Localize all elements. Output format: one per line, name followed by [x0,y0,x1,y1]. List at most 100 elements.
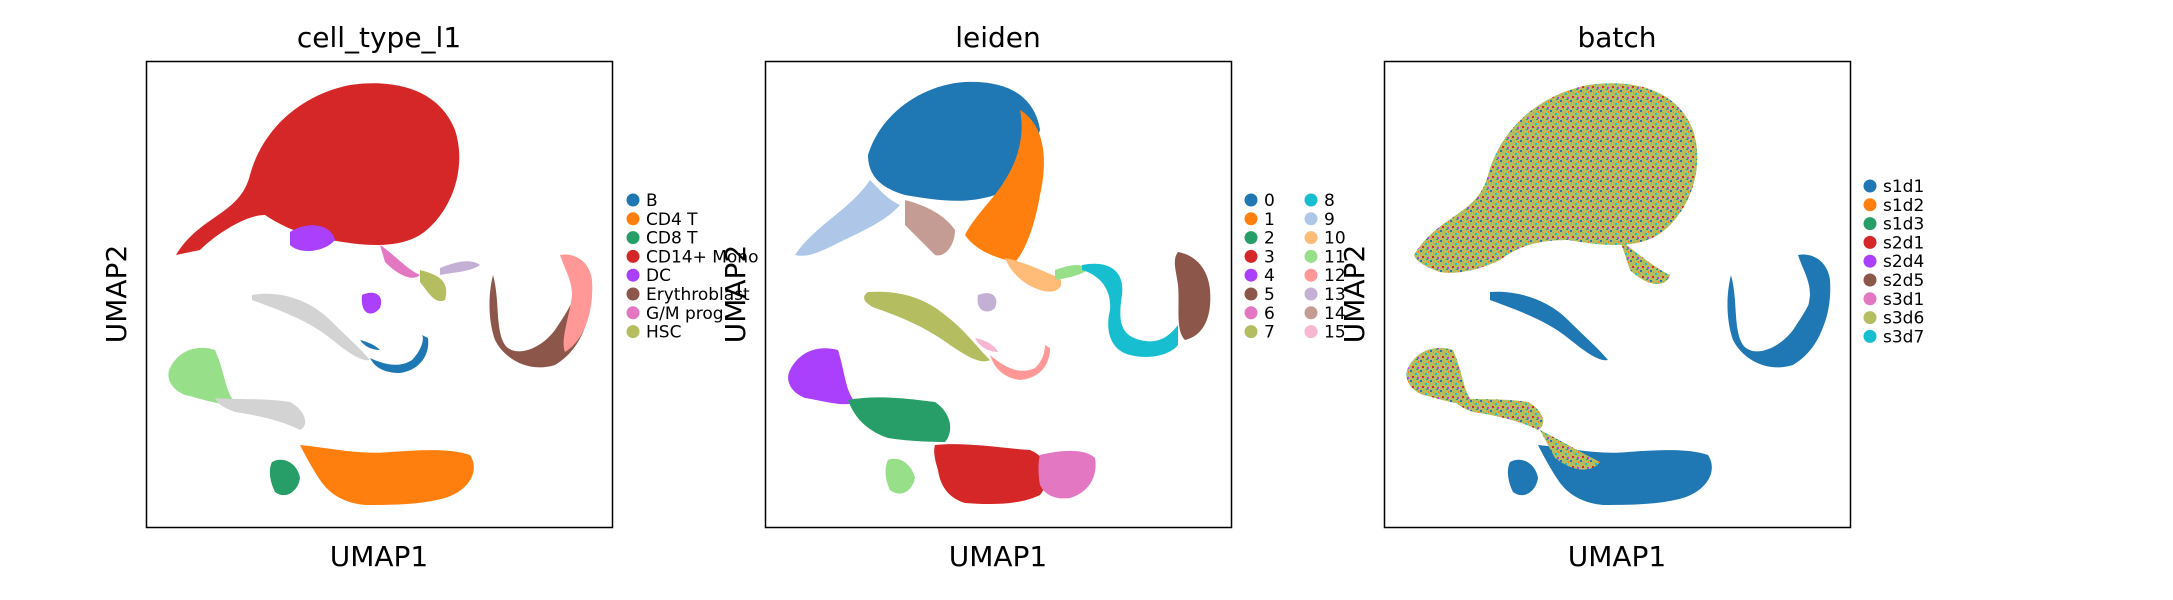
cluster-b-small [360,340,380,350]
legend-marker [626,212,640,226]
legend-marker [626,231,640,245]
legend-marker [1304,268,1318,282]
legend-entry: G/M prog [626,304,724,324]
legend-marker [1304,212,1318,226]
legend-entry: s2d1 [1863,233,1924,253]
legend-marker [1304,231,1318,245]
cluster-erythroblast-pink [560,254,593,352]
legend-entry: HSC [626,323,681,343]
x-axis-label: UMAP1 [1568,540,1667,573]
x-axis-label: UMAP1 [949,540,1048,573]
legend-marker [1863,254,1877,268]
legend-marker [1863,198,1877,212]
legend-label: 4 [1264,266,1275,286]
legend-label: s1d1 [1883,177,1924,197]
legend-entry: s1d3 [1863,215,1924,235]
legend-marker [626,268,640,282]
legend-label: DC [646,266,671,286]
legend-marker [1304,306,1318,320]
cluster-gm-prog [380,245,420,278]
cluster-6 [1038,450,1096,499]
legend-marker [1244,325,1258,339]
legend-label: Erythroblast [646,285,750,305]
panel-title: cell_type_l1 [297,21,461,54]
cluster-14 [905,200,955,256]
legend-entry: CD14+ Mono [626,247,758,267]
cluster-cd8-t [269,459,300,496]
legend-entry: s1d2 [1863,196,1924,216]
legend-marker [1244,287,1258,301]
legend-entry: s1d1 [1863,177,1924,197]
legend-entry: 3 [1244,247,1275,267]
cluster-11 [885,458,915,494]
legend-marker [1244,231,1258,245]
legend-marker [1863,217,1877,231]
cluster-cd14-mono [176,83,460,256]
legend-marker [1863,329,1877,343]
region-mixed-bridge [1620,240,1670,285]
legend-entry: 13 [1304,285,1346,305]
legend-label: 7 [1264,323,1275,343]
cluster-gray-top [440,261,480,275]
legend-marker [1304,193,1318,207]
legend-label: 15 [1324,323,1346,343]
legend-entry: 14 [1304,304,1346,324]
legend-entry: CD8 T [626,229,698,249]
region-mixed-lower [1453,398,1544,430]
legend-label: s2d5 [1883,271,1924,291]
legend-entry: s2d5 [1863,271,1924,291]
legend-label: G/M prog [646,304,724,324]
legend-label: s1d3 [1883,215,1924,235]
scatter-points-leiden [788,81,1211,505]
cluster-0 [868,81,1040,201]
legend-entry: 1 [1244,210,1275,230]
region-mixed-top [1414,83,1698,273]
panel-title: batch [1577,21,1656,54]
legend-label: 3 [1264,247,1275,267]
legend-label: s2d1 [1883,233,1924,253]
scatter-points-batch [1406,83,1831,505]
cluster-3 [934,444,1048,505]
cluster-dc-2 [361,292,382,314]
cluster-11-bridge [1055,265,1088,280]
legend-marker [626,325,640,339]
cluster-8 [1082,263,1178,357]
legend-marker [1304,287,1318,301]
legend-entry: 2 [1244,229,1275,249]
legend-label: CD14+ Mono [646,247,758,267]
legend-entry: s3d1 [1863,290,1924,310]
legend-label: 1 [1264,210,1275,230]
legend-entry: s3d7 [1863,327,1924,347]
plot-frame [1383,60,1852,529]
legend-marker [626,306,640,320]
legend-label: 2 [1264,229,1275,249]
scatter-points-cell-type [168,83,593,505]
legend-marker [1244,193,1258,207]
cluster-12 [990,345,1050,380]
panel-leiden: leiden UMAP1 UMAP2 012345678910111213141… [719,21,1346,573]
legend-label: 5 [1264,285,1275,305]
legend-label: 0 [1264,191,1275,211]
legend-label: CD4 T [646,210,698,230]
legend-marker [1304,325,1318,339]
legend-entry: DC [626,266,671,286]
y-axis-label: UMAP2 [1338,245,1371,344]
legend-label: 14 [1324,304,1346,324]
legend-marker [1244,306,1258,320]
legend-entry: 4 [1244,266,1275,286]
y-axis-label: UMAP2 [719,245,752,344]
legend-label: 6 [1264,304,1275,324]
region-mixed-lower-left [1406,347,1473,404]
region-s1d1-middle [1490,291,1608,361]
cluster-hsc-bridge [420,270,447,302]
legend-marker [1863,311,1877,325]
legend-marker [626,287,640,301]
legend-marker [1863,292,1877,306]
legend-label: s2d4 [1883,252,1924,272]
legend-marker [1863,235,1877,249]
legend-marker [626,193,640,207]
cluster-7 [864,291,990,362]
